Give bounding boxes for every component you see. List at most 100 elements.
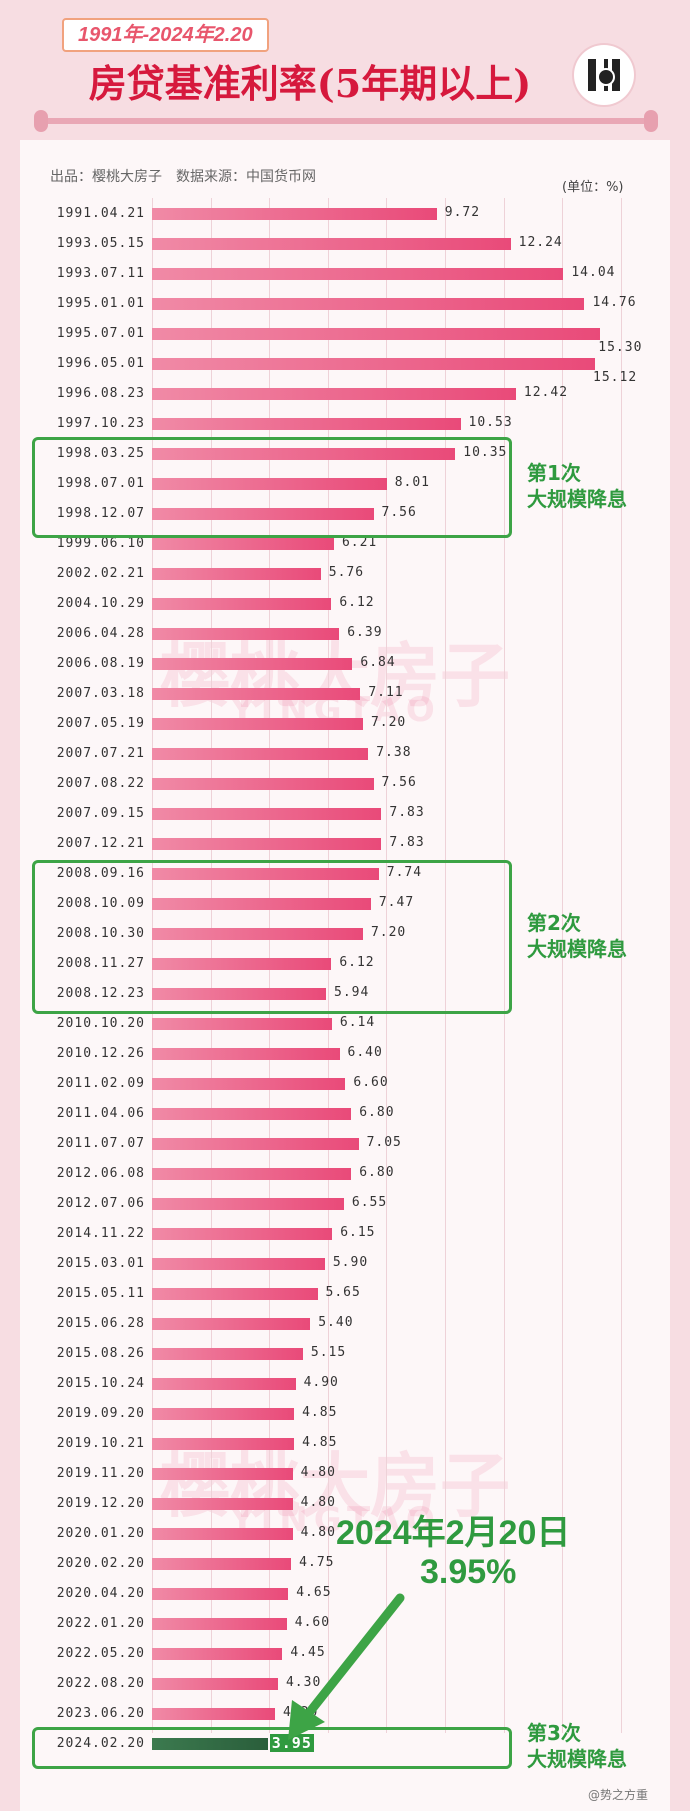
bar: [152, 1168, 352, 1180]
category-label: 2015.08.26: [56, 1346, 145, 1361]
category-label: 1998.03.25: [56, 446, 145, 461]
bar: [152, 1408, 295, 1420]
bar: [152, 1648, 283, 1660]
source-credit: 出品：樱桃大房子 数据来源：中国货币网: [50, 169, 316, 185]
value-label: 15.12: [593, 370, 638, 385]
bar: [152, 958, 332, 970]
value-label: 6.60: [353, 1075, 389, 1090]
value-label: 6.80: [359, 1165, 395, 1180]
category-label: 2020.02.20: [56, 1556, 145, 1571]
bar: [152, 1018, 332, 1030]
bar: [152, 1048, 340, 1060]
highlight-box-2: [32, 860, 512, 1014]
bar: [152, 568, 321, 580]
highlight-box-1: [32, 437, 512, 538]
category-label: 2006.04.28: [56, 626, 145, 641]
category-label: 2007.03.18: [56, 686, 145, 701]
bar: [152, 388, 516, 400]
value-label: 12.24: [518, 235, 563, 250]
value-label: 4.80: [300, 1525, 336, 1540]
value-label: 4.65: [296, 1585, 332, 1600]
bar: [152, 1738, 268, 1750]
category-label: 2008.10.30: [56, 926, 145, 941]
value-label: 6.55: [351, 1195, 388, 1210]
qr-code-icon[interactable]: [574, 45, 634, 105]
group-label-2: 第2次 大规模降息: [527, 910, 627, 962]
category-label: 2022.05.20: [56, 1646, 145, 1661]
bar: [152, 1498, 293, 1510]
category-label: 1993.07.11: [56, 266, 145, 281]
group-label-3: 第3次 大规模降息: [527, 1720, 627, 1772]
value-label: 5.40: [318, 1315, 354, 1330]
bar: [152, 1078, 346, 1090]
grid-line: [445, 198, 446, 1733]
bar: [152, 1108, 352, 1120]
category-label: 1997.10.23: [56, 416, 145, 431]
bar: [152, 598, 332, 610]
weibo-credit: @势之方重: [588, 1788, 649, 1802]
category-label: 2012.06.08: [56, 1166, 145, 1181]
value-label: 7.47: [378, 895, 415, 910]
bar: [152, 1198, 344, 1210]
bar: [152, 508, 374, 520]
value-label: 10.53: [468, 415, 513, 430]
bar: [152, 1138, 359, 1150]
category-label: 2007.07.21: [56, 746, 145, 761]
bar: [152, 358, 596, 370]
bar: [152, 1588, 289, 1600]
value-label: 6.84: [360, 655, 396, 670]
category-label: 2010.12.26: [56, 1046, 145, 1061]
category-label: 2007.09.15: [56, 806, 145, 821]
grid-line: [620, 198, 622, 1733]
bar: [152, 988, 327, 1000]
bar: [152, 1348, 303, 1360]
bar: [152, 658, 353, 670]
category-label: 2022.01.20: [56, 1616, 145, 1631]
unit-label: (单位：%): [562, 180, 624, 195]
bar: [152, 1528, 293, 1540]
value-label: 4.45: [290, 1645, 326, 1660]
category-label: 2007.12.21: [56, 836, 145, 851]
bar: [152, 748, 369, 760]
bar: [152, 1558, 292, 1570]
bar: [152, 688, 361, 700]
value-label: 6.21: [341, 535, 378, 550]
value-label: 5.65: [325, 1285, 361, 1300]
top-rope-decoration: [40, 118, 650, 124]
bar: [152, 1228, 333, 1240]
category-label: 2004.10.29: [56, 596, 145, 611]
value-label: 7.20: [370, 925, 407, 940]
date-range-badge: 1991年-2024年2.20: [62, 18, 269, 52]
value-label: 6.12: [339, 595, 375, 610]
group-2-line2: 大规模降息: [527, 937, 627, 961]
category-label: 1998.07.01: [56, 476, 145, 491]
value-label: 4.75: [299, 1555, 335, 1570]
group-3-line2: 大规模降息: [527, 1747, 627, 1771]
value-label: 15.30: [598, 340, 643, 355]
category-label: 2019.09.20: [56, 1406, 145, 1421]
category-label: 1999.06.10: [56, 536, 145, 551]
category-label: 2007.05.19: [56, 716, 145, 731]
category-label: 2010.10.20: [56, 1016, 145, 1031]
value-label: 7.83: [389, 805, 425, 820]
bar: [152, 1618, 287, 1630]
bar: [152, 808, 382, 820]
category-label: 2002.02.21: [56, 566, 145, 581]
bar: [152, 238, 511, 250]
bar: [152, 1678, 278, 1690]
bar: [152, 1288, 318, 1300]
category-label: 2024.02.20: [56, 1736, 145, 1751]
category-label: 2008.12.23: [56, 986, 145, 1001]
bar: [152, 1438, 295, 1450]
bar: [152, 448, 456, 460]
rope-knob-left: [34, 110, 48, 132]
value-label: 4.85: [302, 1405, 338, 1420]
bar: [152, 418, 461, 430]
value-label: 14.76: [592, 295, 637, 310]
group-1-line1: 第1次: [527, 461, 581, 485]
watermark-bottom: 樱桃大房子: [160, 1445, 510, 1527]
grid-line: [562, 198, 564, 1733]
category-label: 2008.11.27: [56, 956, 145, 971]
group-label-1: 第1次 大规模降息: [527, 460, 627, 512]
